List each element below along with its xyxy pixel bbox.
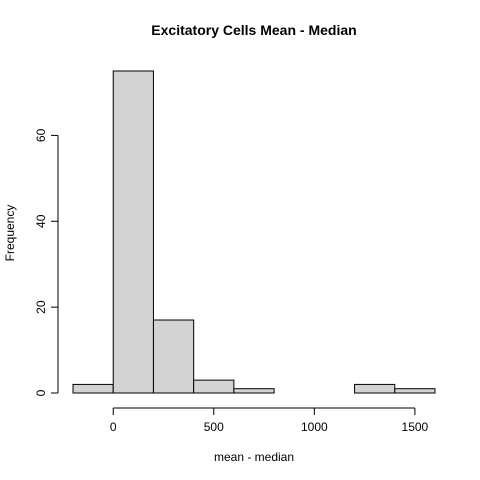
histogram-bar-9 bbox=[394, 388, 436, 394]
histogram-bar-5 bbox=[233, 388, 275, 394]
x-tick-label: 1000 bbox=[301, 420, 328, 434]
histogram-bar-4 bbox=[193, 379, 235, 394]
x-tick-label: 1500 bbox=[402, 420, 429, 434]
histogram-bar-2 bbox=[112, 70, 154, 394]
histogram-bar-8 bbox=[354, 383, 396, 394]
y-axis-label: Frequency bbox=[3, 205, 17, 262]
y-axis-ticks: 0 20 40 60 bbox=[34, 128, 58, 396]
histogram-bars bbox=[72, 70, 436, 394]
y-tick-label: 60 bbox=[34, 128, 48, 142]
y-tick-label: 0 bbox=[34, 389, 48, 396]
histogram-bar-1 bbox=[72, 383, 114, 394]
histogram-bar-3 bbox=[152, 319, 195, 394]
x-axis-label: mean - median bbox=[214, 450, 294, 464]
y-tick-label: 40 bbox=[34, 214, 48, 228]
x-axis-ticks: 0 500 1000 1500 bbox=[110, 408, 429, 434]
x-tick-label: 0 bbox=[110, 420, 117, 434]
x-tick-label: 500 bbox=[204, 420, 224, 434]
chart-title: Excitatory Cells Mean - Median bbox=[151, 22, 356, 38]
y-tick-label: 20 bbox=[34, 300, 48, 314]
